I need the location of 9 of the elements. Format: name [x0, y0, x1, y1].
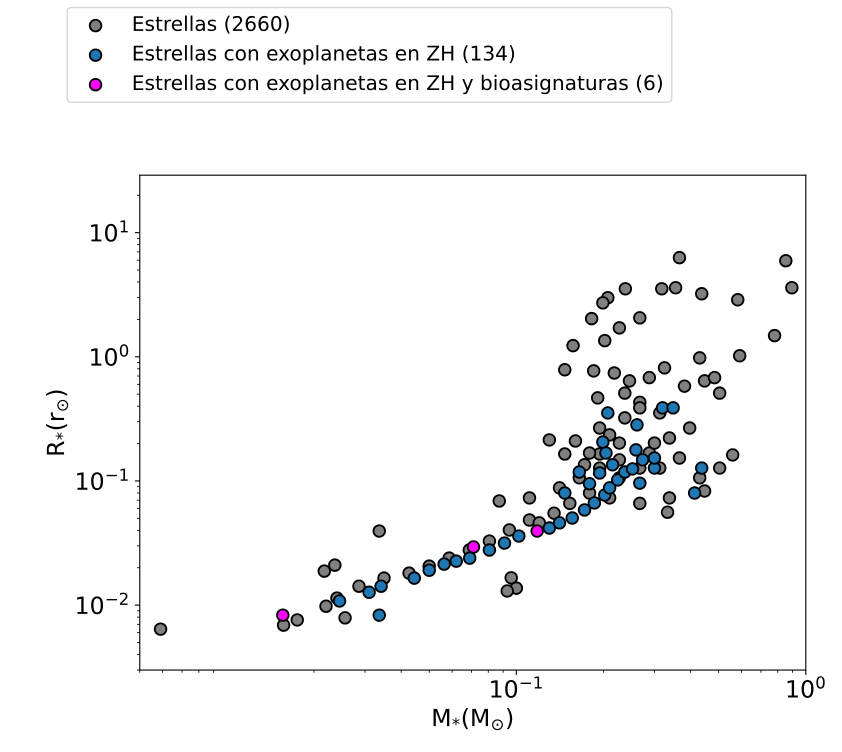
legend-label: Estrellas (2660) — [134, 16, 289, 34]
y-tick-label: 10$^{−1}$ — [77, 468, 128, 490]
y-axis-title: R$_{*}$(r$_{⊙}$) — [46, 390, 68, 455]
y-tick-label: 10$^{0}$ — [91, 344, 128, 366]
y-tick-label: 10$^{−2}$ — [77, 592, 128, 614]
x-axis-title: M$_{*}$(M$_{⊙}$) — [434, 708, 512, 730]
legend-label: Estrellas con exoplanetas en ZH (134) — [134, 45, 514, 65]
legend-label: Estrellas con exoplanetas en ZH y bioasignaturas (6) — [134, 74, 662, 94]
y-tick-label: 10$^{1}$ — [91, 220, 128, 242]
